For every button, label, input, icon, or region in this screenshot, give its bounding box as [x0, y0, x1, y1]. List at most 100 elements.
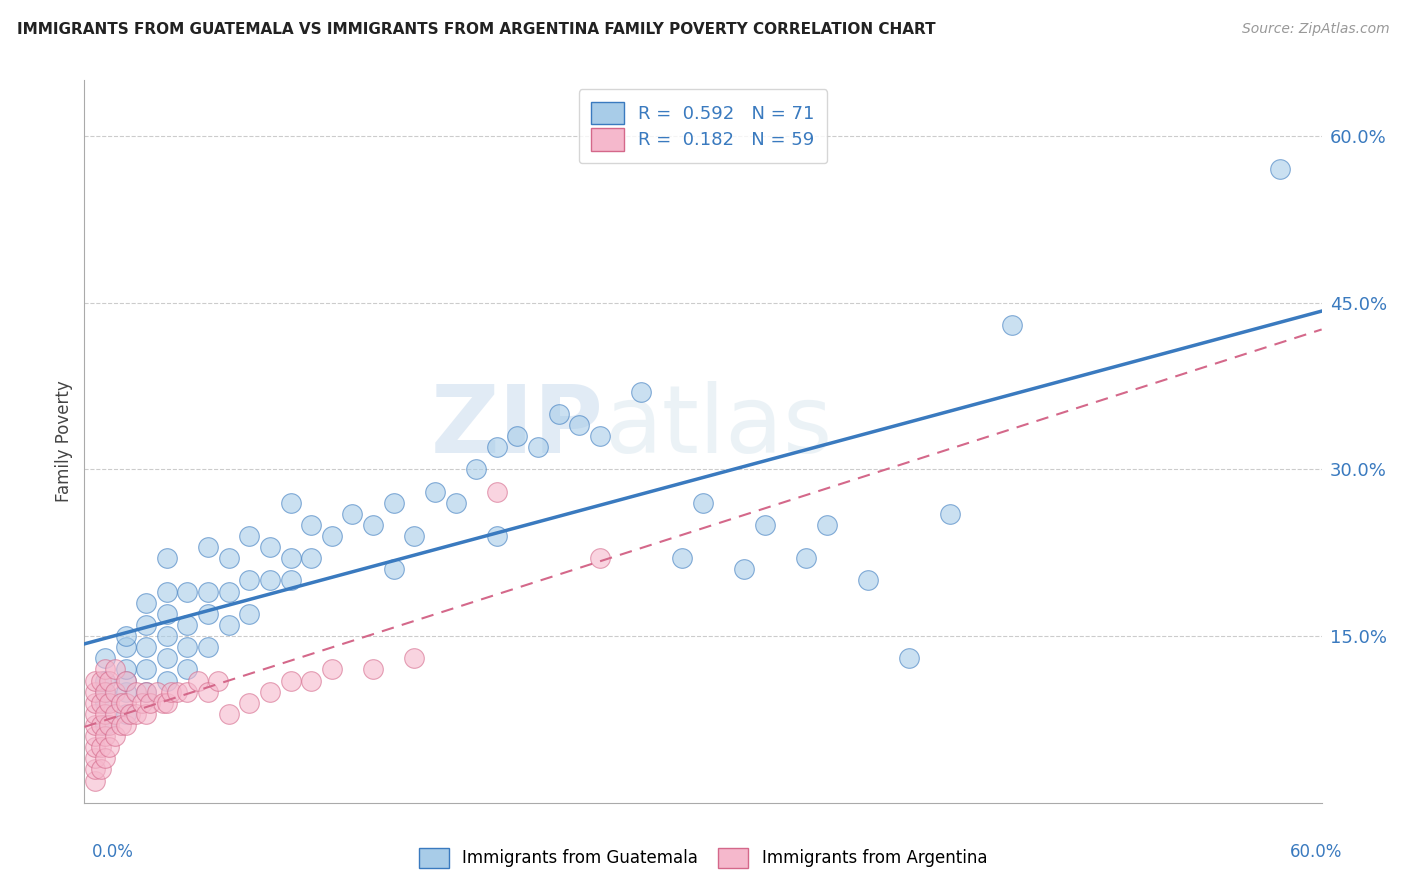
Legend: Immigrants from Guatemala, Immigrants from Argentina: Immigrants from Guatemala, Immigrants fr…	[412, 841, 994, 875]
Point	[135, 684, 157, 698]
Point	[485, 440, 508, 454]
Point	[114, 673, 136, 688]
Point	[94, 684, 117, 698]
Point	[218, 551, 240, 566]
Point	[238, 574, 260, 588]
Point	[361, 517, 384, 532]
Point	[104, 684, 127, 698]
Point	[94, 673, 117, 688]
Point	[156, 651, 179, 665]
Point	[135, 618, 157, 632]
Point	[382, 562, 405, 576]
Point	[197, 640, 219, 655]
Point	[135, 684, 157, 698]
Point	[218, 618, 240, 632]
Point	[125, 684, 148, 698]
Point	[98, 740, 121, 755]
Point	[90, 673, 112, 688]
Text: atlas: atlas	[605, 381, 832, 473]
Point	[94, 684, 117, 698]
Point	[131, 696, 153, 710]
Point	[125, 706, 148, 721]
Point	[176, 584, 198, 599]
Point	[83, 740, 105, 755]
Point	[280, 673, 302, 688]
Point	[114, 684, 136, 698]
Point	[104, 662, 127, 676]
Point	[1001, 318, 1024, 332]
Point	[118, 706, 141, 721]
Point	[342, 507, 364, 521]
Point	[83, 763, 105, 777]
Point	[568, 417, 591, 432]
Point	[114, 718, 136, 732]
Point	[527, 440, 550, 454]
Y-axis label: Family Poverty: Family Poverty	[55, 381, 73, 502]
Point	[856, 574, 879, 588]
Point	[156, 551, 179, 566]
Point	[94, 718, 117, 732]
Point	[692, 496, 714, 510]
Point	[589, 429, 612, 443]
Legend: R =  0.592   N = 71, R =  0.182   N = 59: R = 0.592 N = 71, R = 0.182 N = 59	[579, 89, 827, 163]
Point	[94, 729, 117, 743]
Point	[145, 684, 167, 698]
Point	[794, 551, 817, 566]
Point	[197, 607, 219, 621]
Point	[114, 640, 136, 655]
Point	[110, 718, 132, 732]
Point	[197, 584, 219, 599]
Point	[83, 696, 105, 710]
Point	[382, 496, 405, 510]
Point	[156, 607, 179, 621]
Point	[207, 673, 229, 688]
Point	[114, 673, 136, 688]
Point	[104, 729, 127, 743]
Point	[259, 574, 281, 588]
Point	[259, 540, 281, 554]
Point	[238, 529, 260, 543]
Point	[156, 696, 179, 710]
Point	[94, 662, 117, 676]
Point	[465, 462, 488, 476]
Point	[444, 496, 467, 510]
Point	[939, 507, 962, 521]
Point	[630, 384, 652, 399]
Point	[259, 684, 281, 698]
Point	[176, 684, 198, 698]
Point	[90, 696, 112, 710]
Point	[98, 673, 121, 688]
Point	[90, 763, 112, 777]
Point	[104, 706, 127, 721]
Point	[83, 673, 105, 688]
Point	[98, 696, 121, 710]
Point	[218, 584, 240, 599]
Point	[94, 651, 117, 665]
Point	[135, 640, 157, 655]
Point	[547, 407, 569, 421]
Point	[197, 684, 219, 698]
Point	[83, 773, 105, 788]
Point	[94, 696, 117, 710]
Point	[90, 718, 112, 732]
Point	[94, 751, 117, 765]
Point	[176, 618, 198, 632]
Point	[321, 662, 343, 676]
Point	[83, 718, 105, 732]
Text: ZIP: ZIP	[432, 381, 605, 473]
Point	[90, 740, 112, 755]
Point	[156, 584, 179, 599]
Point	[166, 684, 188, 698]
Point	[485, 529, 508, 543]
Point	[197, 540, 219, 554]
Point	[176, 640, 198, 655]
Point	[114, 629, 136, 643]
Point	[94, 706, 117, 721]
Point	[83, 684, 105, 698]
Text: IMMIGRANTS FROM GUATEMALA VS IMMIGRANTS FROM ARGENTINA FAMILY POVERTY CORRELATIO: IMMIGRANTS FROM GUATEMALA VS IMMIGRANTS …	[17, 22, 935, 37]
Point	[156, 629, 179, 643]
Point	[152, 696, 174, 710]
Point	[98, 718, 121, 732]
Point	[280, 496, 302, 510]
Point	[815, 517, 838, 532]
